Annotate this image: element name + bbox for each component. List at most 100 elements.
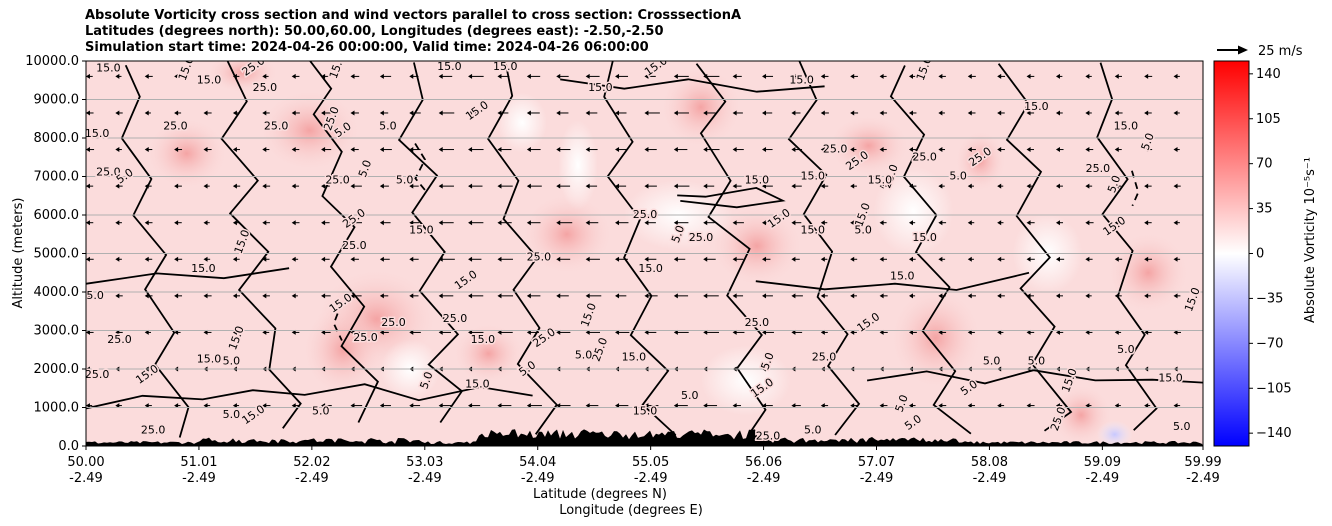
wind-vector-head [1055,183,1060,189]
wind-vector-head [791,183,796,189]
wind-vector-head [438,110,443,116]
wind-vector-head [291,73,296,79]
contour-label-80: 5.0 [681,389,699,402]
wind-vector-head [850,256,855,262]
wind-vector-head [673,110,678,116]
wind-vector [585,220,599,226]
y-tick-label-10: 10000.0 [25,54,79,69]
wind-vector [291,147,300,153]
wind-vector [468,403,481,409]
wind-vectors [86,73,1182,409]
wind-vector-head [1026,293,1031,299]
wind-vector-head [615,329,620,335]
wind-vector [1114,293,1122,299]
contour-label-42: 25.0 [689,231,714,244]
wind-vector [762,147,773,153]
wind-vector [556,147,571,153]
wind-vector-head [262,329,267,335]
wind-vector [409,293,419,299]
contour-line-3 [397,62,464,424]
wind-vector [820,147,829,153]
wind-vector-head [497,256,502,262]
wind-vector [791,73,802,79]
wind-vector-head [908,73,913,79]
contour-line-1 [220,61,302,429]
wind-vector-head [938,147,943,153]
wind-vector [850,256,858,262]
wind-vector-head [86,73,90,79]
wind-vector [379,329,389,335]
colorbar-tick-label-5: −35 [1256,291,1283,306]
wind-vector-head [174,73,179,79]
contour-label-84: 15.0 [1158,372,1183,385]
red-blob-13 [1108,232,1189,313]
wind-vector-head [791,110,796,116]
wind-vector-head [526,110,531,116]
wind-vector-head [1114,293,1119,299]
wind-vector-head [438,329,443,335]
wind-vector [644,403,659,409]
wind-vector [615,73,629,79]
wind-vector [174,256,183,262]
wind-vector-head [144,293,149,299]
wind-vector-head [438,256,443,262]
contour-label-34: 15.0 [745,173,770,186]
wind-vector [879,183,887,189]
contour-label-54: 15.0 [638,262,663,275]
wind-vector-head [1085,403,1090,409]
wind-vector-head [997,293,1002,299]
wind-vector [997,110,1005,116]
wind-vector-head [86,147,90,153]
wind-vector-head [967,403,972,409]
wind-vector-head [350,110,355,116]
wind-vector [144,110,151,116]
wind-vector [1085,183,1093,189]
wind-vector [174,329,181,335]
wind-vector [615,403,629,409]
contour-label-62: 25.0 [745,316,770,329]
wind-vector [1026,147,1034,153]
wind-vector-head [967,147,972,153]
wind-vector [203,73,210,79]
wind-vector [762,329,774,335]
contour-label-90: 15.0 [633,404,658,417]
wind-vector-head [144,147,149,153]
wind-vector [409,220,420,226]
wind-vector [732,220,744,226]
wind-vector [938,183,945,189]
wind-vector-head [1173,73,1178,79]
wind-vector-head [321,329,326,335]
contour-label-26: 5.0 [396,173,414,186]
wind-vector-head [468,403,473,409]
wind-vector-head [144,329,149,335]
wind-vector [497,183,513,189]
contour-label-91: 5.0 [312,404,330,417]
wind-vector-head [879,403,884,409]
wind-vector-head [644,183,649,189]
wind-vector [732,403,741,409]
wind-vector [497,293,514,299]
wind-vector-head [1144,220,1149,226]
wind-vector [438,329,452,335]
wind-vector [497,256,513,262]
wind-vector [820,183,829,189]
wind-vector [703,183,715,189]
wind-vector-head [86,403,90,409]
wind-vector [703,147,720,153]
wind-vector [1144,293,1151,299]
wind-vector-head [1085,220,1090,226]
wind-vector-head [673,403,678,409]
wind-vector [1144,329,1152,335]
wind-vector-head [703,147,708,153]
wind-vector-head [174,220,179,226]
wind-vector-head [262,256,267,262]
wind-vector-head [291,329,296,335]
wind-vector-head [350,256,355,262]
wind-vector-head [615,73,620,79]
wind-vector-head [350,183,355,189]
wind-vector-head [438,183,443,189]
wind-vector [732,256,744,262]
wind-vector-head [1114,110,1119,116]
wind-vector [703,293,719,299]
wind-vector [174,110,182,116]
